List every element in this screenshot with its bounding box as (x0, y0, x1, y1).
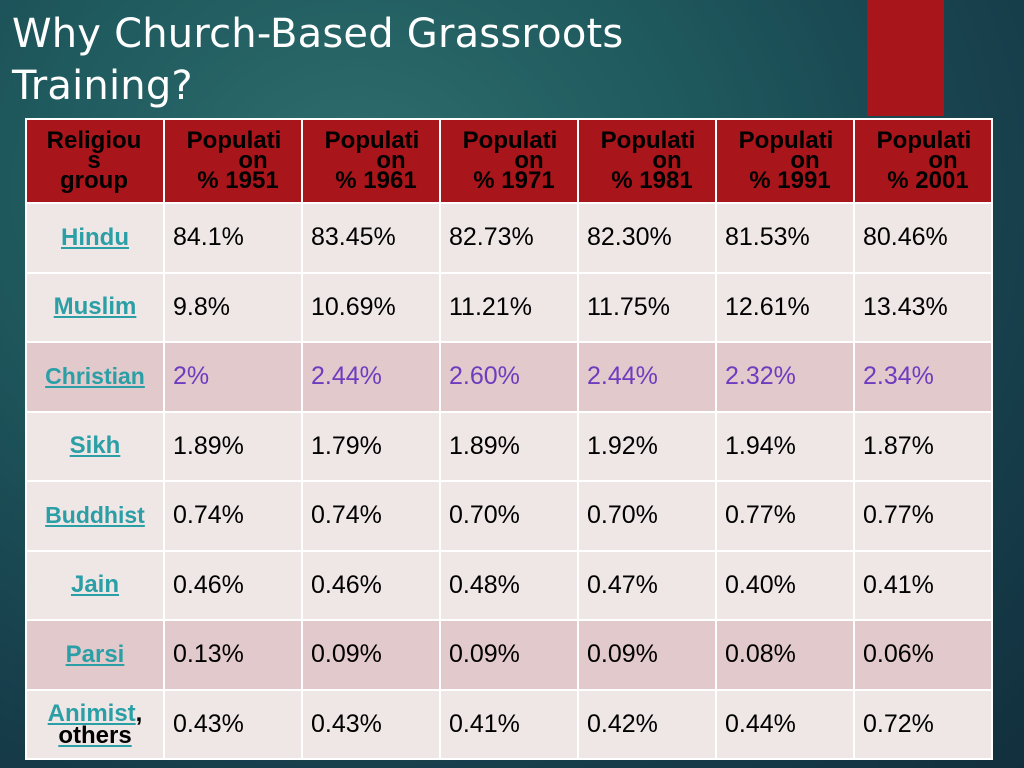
table-cell: 0.08% (715, 619, 855, 691)
group-link-sikh[interactable]: Sikh (25, 410, 165, 482)
table-cell: 1.87% (853, 410, 993, 482)
table-cell: 0.72% (853, 688, 993, 760)
table-cell: 1.92% (577, 410, 717, 482)
table-row-parsi: Parsi 0.13% 0.09% 0.09% 0.09% 0.08% 0.06… (25, 619, 993, 691)
table-cell: 0.13% (163, 619, 303, 691)
title-line-1: Why Church-Based Grassroots (12, 11, 624, 57)
table-cell: 0.70% (577, 480, 717, 552)
table-cell: 82.30% (577, 202, 717, 274)
table-cell: 1.89% (163, 410, 303, 482)
table-cell: 12.61% (715, 271, 855, 343)
table-header-row: Religiou s group Populati on % 1951 Popu… (25, 118, 993, 204)
table-cell: 83.45% (301, 202, 441, 274)
table-cell: 81.53% (715, 202, 855, 274)
table-cell: 0.77% (853, 480, 993, 552)
table-cell: 0.09% (439, 619, 579, 691)
table-cell: 0.41% (439, 688, 579, 760)
table-row-hindu: Hindu 84.1% 83.45% 82.73% 82.30% 81.53% … (25, 202, 993, 274)
table-row-animist-others: Animist, others 0.43% 0.43% 0.41% 0.42% … (25, 688, 993, 760)
table-cell: 84.1% (163, 202, 303, 274)
header-religious-group: Religiou s group (25, 118, 165, 204)
table-cell: 0.46% (163, 549, 303, 621)
table-cell: 9.8% (163, 271, 303, 343)
table-cell: 0.74% (163, 480, 303, 552)
group-link-buddhist[interactable]: Buddhist (25, 480, 165, 552)
table-cell: 0.09% (301, 619, 441, 691)
group-others-label: others (58, 722, 132, 750)
table-cell: 2.44% (301, 341, 441, 413)
header-population-1971: Populati on % 1971 (439, 118, 579, 204)
table-cell: 0.09% (577, 619, 717, 691)
table-cell: 0.42% (577, 688, 717, 760)
table-cell: 0.43% (301, 688, 441, 760)
religion-population-table: Religiou s group Populati on % 1951 Popu… (25, 118, 993, 760)
group-link-christian[interactable]: Christian (25, 341, 165, 413)
table-cell: 82.73% (439, 202, 579, 274)
header-population-1951: Populati on % 1951 (163, 118, 303, 204)
table-cell: 2% (163, 341, 303, 413)
header-population-1981: Populati on % 1981 (577, 118, 717, 204)
group-comma: , (135, 700, 143, 728)
table-cell: 0.74% (301, 480, 441, 552)
group-link-hindu[interactable]: Hindu (25, 202, 165, 274)
table-cell: 2.44% (577, 341, 717, 413)
header-population-2001: Populati on % 2001 (853, 118, 993, 204)
table-cell: 0.70% (439, 480, 579, 552)
table-cell: 0.43% (163, 688, 303, 760)
table-cell: 0.06% (853, 619, 993, 691)
table-cell: 0.77% (715, 480, 855, 552)
table-cell: 10.69% (301, 271, 441, 343)
group-link-animist[interactable]: Animist (47, 700, 136, 728)
table-cell: 1.89% (439, 410, 579, 482)
slide-title: Why Church-Based Grassroots Training? (12, 8, 852, 112)
table-cell: 11.21% (439, 271, 579, 343)
table-row-sikh: Sikh 1.89% 1.79% 1.89% 1.92% 1.94% 1.87% (25, 410, 993, 482)
table-cell: 1.94% (715, 410, 855, 482)
table-row-christian: Christian 2% 2.44% 2.60% 2.44% 2.32% 2.3… (25, 341, 993, 413)
table-row-muslim: Muslim 9.8% 10.69% 11.21% 11.75% 12.61% … (25, 271, 993, 343)
table-cell: 0.46% (301, 549, 441, 621)
table-cell: 11.75% (577, 271, 717, 343)
group-link-jain[interactable]: Jain (25, 549, 165, 621)
table-cell: 2.34% (853, 341, 993, 413)
table-cell: 2.60% (439, 341, 579, 413)
header-population-1961: Populati on % 1961 (301, 118, 441, 204)
table-cell: 13.43% (853, 271, 993, 343)
table-cell: 2.32% (715, 341, 855, 413)
group-cell-animist-others: Animist, others (25, 688, 165, 760)
table-cell: 80.46% (853, 202, 993, 274)
table-cell: 1.79% (301, 410, 441, 482)
header-population-1991: Populati on % 1991 (715, 118, 855, 204)
red-accent-bar (867, 0, 944, 116)
title-line-2: Training? (12, 63, 193, 109)
table-row-buddhist: Buddhist 0.74% 0.74% 0.70% 0.70% 0.77% 0… (25, 480, 993, 552)
table-cell: 0.44% (715, 688, 855, 760)
table-cell: 0.48% (439, 549, 579, 621)
table-cell: 0.40% (715, 549, 855, 621)
table-row-jain: Jain 0.46% 0.46% 0.48% 0.47% 0.40% 0.41% (25, 549, 993, 621)
group-link-muslim[interactable]: Muslim (25, 271, 165, 343)
table-cell: 0.41% (853, 549, 993, 621)
table-cell: 0.47% (577, 549, 717, 621)
group-link-parsi[interactable]: Parsi (25, 619, 165, 691)
